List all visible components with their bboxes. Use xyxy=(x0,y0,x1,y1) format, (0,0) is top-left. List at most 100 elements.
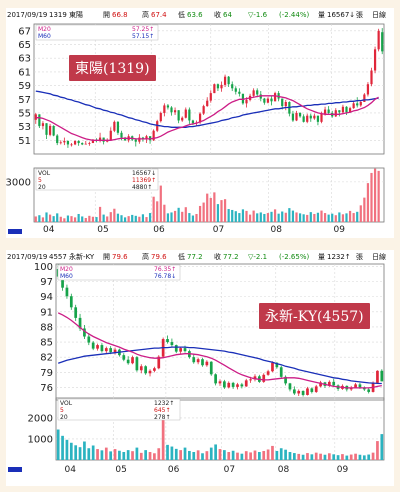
candle-body xyxy=(323,109,327,114)
ma-legend-value: 76.78↓ xyxy=(154,273,176,280)
volume-bar xyxy=(192,452,196,460)
volume-bar xyxy=(157,448,161,460)
candle-body xyxy=(209,361,213,375)
candle-body xyxy=(98,137,102,141)
volume-bar xyxy=(240,453,244,460)
candle-body xyxy=(245,99,248,104)
volume-bar xyxy=(153,453,156,460)
price-plot-frame xyxy=(33,23,385,155)
quote-high: 79.6 xyxy=(151,253,167,261)
x-tick-label: 04 xyxy=(43,225,55,235)
x-tick-label: 07 xyxy=(213,225,224,235)
volume-bar xyxy=(323,213,327,222)
quote-date: 2017/09/19 xyxy=(7,253,48,261)
candle-body xyxy=(102,137,105,142)
timeframe-menu[interactable]: 日線 xyxy=(372,11,386,19)
volume-bar xyxy=(345,455,349,460)
volume-bar xyxy=(61,435,64,460)
volume-bar xyxy=(238,213,241,222)
candle-body xyxy=(345,106,348,113)
volume-bar xyxy=(177,207,180,222)
volume-bar xyxy=(336,455,340,460)
volume-bar xyxy=(81,216,84,222)
candle-body xyxy=(359,102,362,106)
volume-bar xyxy=(59,216,62,222)
volume-bar xyxy=(253,450,257,460)
candle-body xyxy=(73,141,77,145)
candle-body xyxy=(96,345,99,349)
volume-bar xyxy=(263,213,266,222)
volume-bar xyxy=(310,454,314,460)
volume-bar xyxy=(181,211,184,222)
candle-body xyxy=(83,328,86,337)
volume-bar xyxy=(366,183,370,222)
volume-bar xyxy=(279,448,283,460)
volume-bar xyxy=(367,454,371,460)
x-tick-label: 04 xyxy=(65,465,77,475)
candle-body xyxy=(306,115,309,122)
candle-body xyxy=(380,370,384,382)
price-tick-label: 61 xyxy=(18,67,31,78)
volume-bar xyxy=(277,213,280,222)
candle-body xyxy=(216,84,220,89)
candle-body xyxy=(249,379,252,381)
candle-body xyxy=(220,84,223,89)
candle-body xyxy=(74,307,78,318)
candle-body xyxy=(327,381,331,386)
timeframe-menu[interactable]: 日線 xyxy=(372,253,386,261)
volume-bar xyxy=(195,213,198,222)
candle-body xyxy=(352,103,355,109)
volume-bar xyxy=(91,445,95,460)
candle-body xyxy=(177,110,180,121)
volume-bar xyxy=(91,216,95,222)
candle-body xyxy=(262,374,266,382)
candle-body xyxy=(291,113,295,121)
volume-bar xyxy=(345,213,348,222)
price-tick-label: 94 xyxy=(40,292,53,303)
candle-body xyxy=(288,383,292,390)
candle-body xyxy=(163,105,166,113)
volume-bar xyxy=(271,445,274,460)
candle-body xyxy=(113,121,116,131)
candle-body xyxy=(61,276,64,288)
candle-body xyxy=(284,102,287,107)
volume-bar xyxy=(270,211,273,222)
candle-body xyxy=(104,348,108,352)
candle-body xyxy=(373,49,377,71)
volume-tick-label: 2000 xyxy=(28,413,53,424)
volume-bar xyxy=(216,204,220,222)
volume-bar xyxy=(349,454,353,460)
candle-body xyxy=(201,359,204,366)
volume-bar xyxy=(95,217,98,222)
volume-bar xyxy=(359,205,362,222)
volume-bar xyxy=(198,205,202,222)
volume-current: 16567↓ xyxy=(132,170,156,177)
volume-bar xyxy=(206,193,209,222)
candle-body xyxy=(152,130,155,141)
candle-body xyxy=(106,140,109,142)
volume-legend-value: 11369↑ xyxy=(132,177,156,184)
volume-bar xyxy=(356,211,359,222)
candle-body xyxy=(381,32,384,52)
volume-bar xyxy=(262,450,266,460)
volume-bar xyxy=(362,455,366,460)
candle-body xyxy=(131,357,134,364)
volume-bar xyxy=(170,212,173,222)
volume-bar xyxy=(127,216,130,222)
ma-legend-box xyxy=(57,264,181,281)
quote-date: 2017/09/19 xyxy=(7,11,48,19)
ma20-line xyxy=(35,95,379,141)
price-tick-label: 88 xyxy=(40,322,53,333)
candle-body xyxy=(144,366,148,374)
x-tick-label: 06 xyxy=(153,225,165,235)
candle-body xyxy=(377,30,380,50)
candle-body xyxy=(253,376,257,380)
quote-open: 79.6 xyxy=(112,253,128,261)
volume-bar xyxy=(73,217,77,222)
candle-body xyxy=(81,143,84,145)
candle-body xyxy=(192,357,196,363)
quote-volume: 16567↓ xyxy=(327,11,356,19)
volume-bar xyxy=(252,210,255,222)
price-tick-label: 63 xyxy=(18,54,31,65)
volume-bar xyxy=(231,209,234,222)
